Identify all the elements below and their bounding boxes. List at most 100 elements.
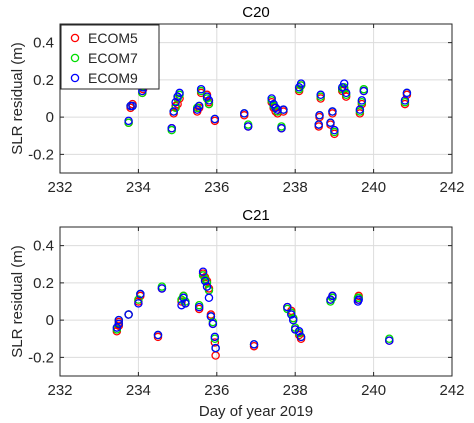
x-tick-label: 236 <box>204 179 229 196</box>
legend-label: ECOM9 <box>88 70 138 86</box>
data-point <box>326 118 335 127</box>
data-point <box>114 319 124 329</box>
data-point <box>169 107 178 116</box>
x-tick-label: 234 <box>126 179 151 196</box>
data-point <box>287 310 296 319</box>
data-point <box>271 103 280 113</box>
legend-marker <box>70 53 80 63</box>
data-point <box>279 105 288 114</box>
data-point <box>328 107 337 116</box>
axes-frame <box>59 23 453 174</box>
data-point <box>179 293 188 303</box>
data-point <box>210 114 220 124</box>
data-point <box>204 99 214 109</box>
x-tick-label: 242 <box>439 382 464 399</box>
data-point <box>181 299 190 308</box>
data-point <box>124 310 133 319</box>
y-tick-label: -0.2 <box>28 349 54 366</box>
data-point <box>315 111 324 120</box>
y-tick-label: 0 <box>46 312 54 329</box>
data-point <box>314 120 323 129</box>
data-point <box>328 291 337 301</box>
y-tick-label: -0.2 <box>28 146 54 163</box>
data-point <box>128 101 137 111</box>
data-point <box>202 282 212 291</box>
data-point <box>153 330 163 340</box>
data-point <box>355 105 365 114</box>
data-point <box>194 302 204 312</box>
data-point <box>294 327 304 336</box>
data-point <box>194 101 204 111</box>
legend: ECOM5 ECOM7 ECOM9 <box>60 24 160 90</box>
chart-title: C21 <box>242 207 270 224</box>
data-point <box>206 312 216 321</box>
data-point <box>239 109 249 118</box>
x-tick-label: 240 <box>361 179 386 196</box>
data-point <box>277 124 286 133</box>
data-point <box>290 325 300 334</box>
data-point <box>402 88 412 98</box>
y-tick-label: 0.2 <box>33 275 54 292</box>
panel-1: 232 234 236 238 240 242 -0.2 0 0.2 0.4 C20 SLR resi… <box>9 4 465 196</box>
y-tick-label: 0 <box>46 109 54 126</box>
data-point <box>243 122 253 131</box>
data-point <box>288 315 298 325</box>
data-point <box>200 276 210 286</box>
data-point <box>175 88 184 98</box>
y-tick-label: 0.4 <box>33 238 54 255</box>
data-point <box>354 295 363 304</box>
data-point <box>339 79 349 88</box>
data-point <box>357 96 367 105</box>
series-ecom9 <box>124 79 412 135</box>
axes-frame <box>59 226 453 377</box>
data-point <box>157 284 167 293</box>
panel-2: 232 234 236 238 240 242 -0.2 0 0.2 0.4 C21 SLR resi… <box>9 207 465 420</box>
y-axis-label: SLR residual (m) <box>9 245 26 358</box>
x-tick-label: 236 <box>204 382 229 399</box>
data-point <box>385 336 394 345</box>
data-point <box>296 79 306 88</box>
x-tick-label: 232 <box>47 179 72 196</box>
x-tick-label: 232 <box>47 382 72 399</box>
data-point <box>114 315 124 325</box>
x-tick-label: 238 <box>283 179 308 196</box>
data-point <box>196 84 206 94</box>
data-point <box>177 300 186 310</box>
data-point <box>136 289 145 299</box>
data-point <box>210 332 220 342</box>
data-point <box>202 278 212 288</box>
data-point <box>198 267 208 276</box>
data-point <box>204 96 214 105</box>
x-tick-label: 242 <box>439 179 464 196</box>
legend-label: ECOM5 <box>88 30 138 46</box>
data-point <box>208 319 218 329</box>
data-point <box>341 88 351 98</box>
data-point <box>211 343 220 353</box>
x-tick-label: 240 <box>361 382 386 399</box>
data-point <box>204 293 214 303</box>
data-point <box>316 90 325 100</box>
data-point <box>283 302 292 312</box>
series-ecom9 <box>112 267 394 353</box>
legend-label: ECOM7 <box>88 50 138 66</box>
legend-box <box>60 24 160 90</box>
data-point <box>249 340 259 349</box>
y-tick-label: 0.2 <box>33 72 54 89</box>
data-point <box>330 125 339 135</box>
data-point <box>167 124 176 133</box>
data-point <box>400 96 410 105</box>
data-point <box>267 94 276 103</box>
x-tick-label: 238 <box>283 382 308 399</box>
chart-title: C20 <box>242 4 270 21</box>
y-tick-label: 0.4 <box>33 35 54 52</box>
data-point <box>124 116 133 126</box>
data-point <box>273 105 282 114</box>
x-axis-label: Day of year 2019 <box>199 403 313 420</box>
data-point <box>134 295 143 304</box>
x-tick-label: 234 <box>126 382 151 399</box>
data-point <box>171 97 180 107</box>
data-point <box>359 86 369 96</box>
plot-area <box>60 227 452 376</box>
y-axis-label: SLR residual (m) <box>9 42 26 155</box>
